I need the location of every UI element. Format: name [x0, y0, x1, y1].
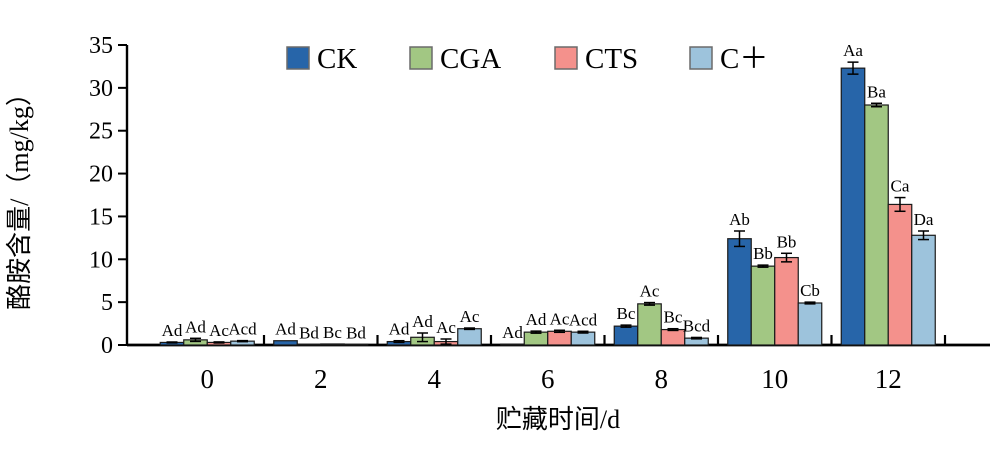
significance-label: Bd	[346, 323, 366, 342]
y-tick-label: 5	[101, 290, 113, 316]
legend-label-ck: CK	[317, 43, 357, 75]
legend-swatch-cga	[409, 46, 433, 70]
y-tick-label: 15	[89, 204, 113, 230]
significance-label: Ac	[460, 307, 480, 326]
bar-cts-day2	[320, 343, 345, 346]
significance-label: Ad	[162, 321, 183, 340]
bar-cga-day10	[750, 265, 776, 346]
significance-label: Bc	[664, 308, 683, 327]
significance-label: Cb	[800, 281, 820, 300]
bar-c-day6	[570, 331, 596, 346]
x-category-label: 10	[761, 364, 788, 394]
bar-c-day10	[797, 302, 823, 346]
significance-label: Bb	[753, 244, 773, 263]
significance-label: Ac	[209, 321, 229, 340]
bar-ck-day12	[840, 67, 866, 346]
legend-label-cga: CGA	[440, 43, 501, 75]
y-tick-label: 0	[101, 333, 113, 359]
significance-label: Bc	[617, 304, 636, 323]
bar-c-day4	[457, 328, 482, 346]
bar-cga-day12	[864, 104, 889, 346]
bar-c-day12	[911, 234, 936, 346]
bar-cga-day6	[523, 331, 549, 346]
x-category-label: 8	[655, 364, 669, 394]
significance-label: Acd	[228, 320, 257, 339]
y-tick-label: 35	[89, 33, 113, 59]
legend-label-c: C＋	[720, 43, 768, 75]
y-tick-label: 20	[89, 162, 113, 188]
significance-label: Acd	[569, 310, 598, 329]
significance-label: Ad	[526, 310, 547, 329]
bar-cga-day8	[637, 303, 662, 346]
significance-label: Ad	[389, 320, 410, 339]
bar-ck-day2	[273, 340, 298, 346]
significance-label: Bb	[777, 232, 797, 251]
significance-label: Ab	[729, 210, 750, 229]
bar-cts-day6	[547, 330, 572, 346]
bar-cts-day8	[660, 328, 686, 346]
x-category-label: 0	[201, 364, 215, 394]
x-category-label: 12	[875, 364, 902, 394]
significance-label: Da	[914, 210, 934, 229]
significance-label: Ad	[502, 323, 523, 342]
significance-label: Ba	[867, 82, 886, 101]
significance-label: Ac	[436, 318, 456, 337]
significance-label: Ca	[891, 177, 910, 196]
bar-cts-day10	[774, 256, 799, 346]
legend-swatch-ck	[286, 46, 310, 70]
bar-ck-day8	[613, 325, 639, 346]
significance-label: Ad	[185, 317, 206, 336]
bar-c-day2	[343, 343, 369, 346]
significance-label: Ac	[640, 282, 660, 301]
x-category-label: 6	[541, 364, 555, 394]
legend-swatch-c	[689, 46, 713, 70]
legend-label-cts: CTS	[585, 43, 638, 75]
significance-label: Ac	[550, 309, 570, 328]
significance-label: Bcd	[683, 316, 711, 335]
bar-cts-day12	[887, 203, 913, 346]
significance-label: Ad	[275, 320, 296, 339]
legend-swatch-cts	[554, 46, 578, 70]
y-tick-label: 10	[89, 247, 113, 273]
x-axis-title: 贮藏时间/d	[496, 405, 620, 434]
significance-label: Bc	[323, 323, 342, 342]
y-axis-title: 酪胺含量/（mg/kg）	[5, 80, 34, 310]
y-tick-label: 30	[89, 76, 113, 102]
x-category-label: 4	[428, 364, 442, 394]
significance-label: Ad	[412, 312, 433, 331]
x-category-label: 2	[314, 364, 328, 394]
bar-cga-day2	[296, 343, 322, 346]
bar-ck-day6	[500, 343, 525, 346]
significance-label: Bd	[299, 323, 319, 342]
bar-ck-day10	[727, 238, 752, 346]
y-tick-label: 25	[89, 119, 113, 145]
significance-label: Aa	[843, 41, 863, 60]
